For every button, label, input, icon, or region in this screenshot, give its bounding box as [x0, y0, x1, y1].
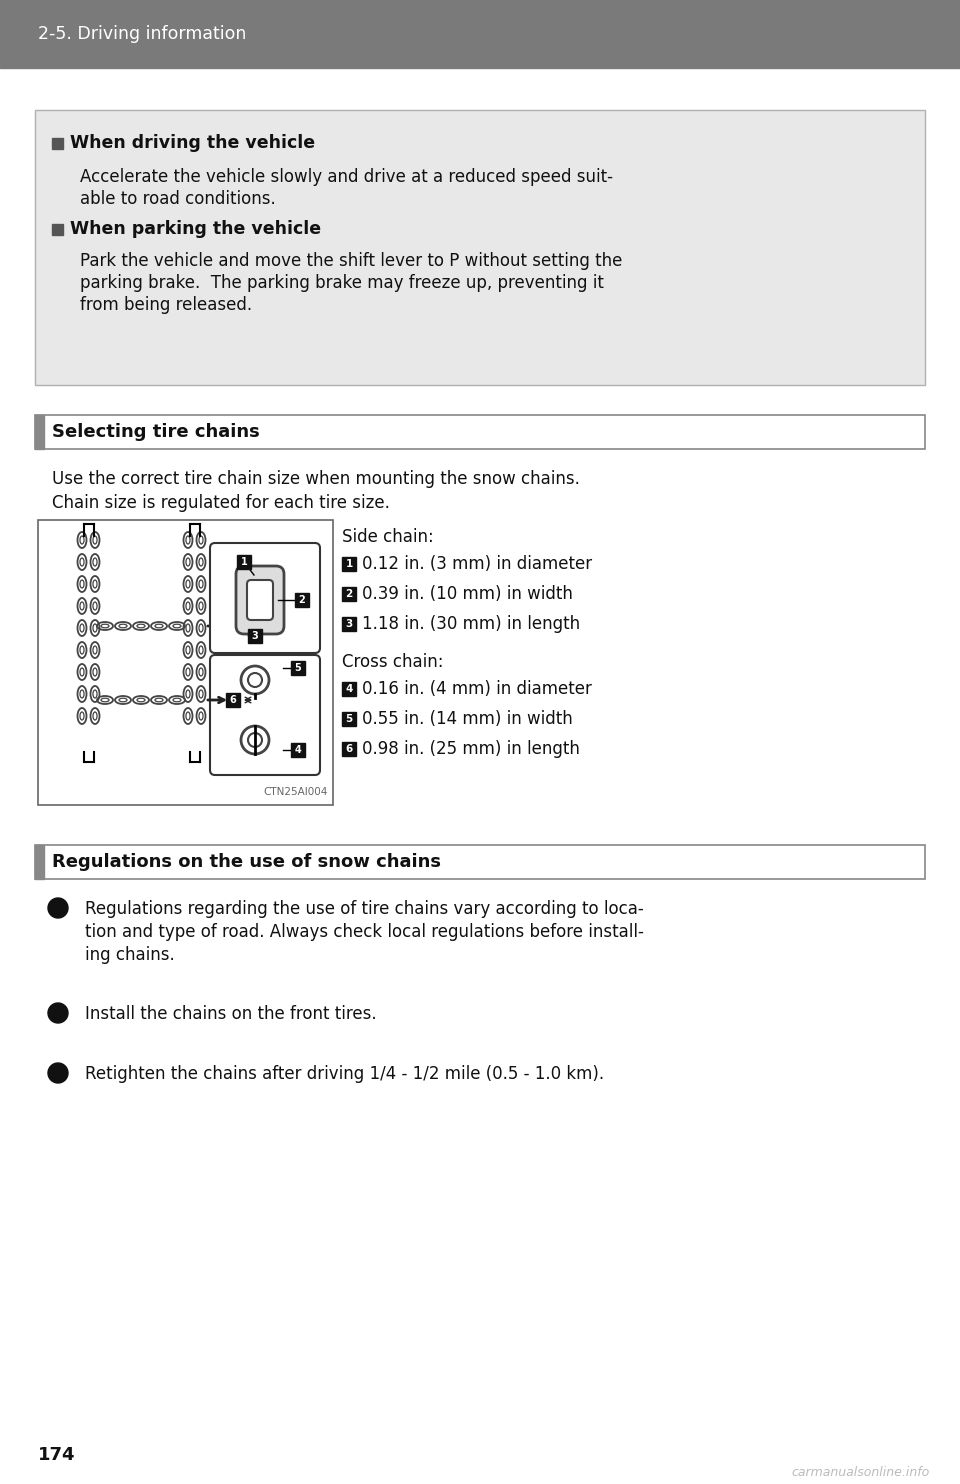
Text: Use the correct tire chain size when mounting the snow chains.: Use the correct tire chain size when mou…	[52, 470, 580, 488]
Text: 6: 6	[346, 743, 352, 754]
FancyBboxPatch shape	[236, 565, 284, 634]
Bar	[38, 519, 333, 804]
Text: 1: 1	[346, 559, 352, 568]
Text: When driving the vehicle: When driving the vehicle	[70, 135, 315, 153]
Text: 0.16 in. (4 mm) in diameter: 0.16 in. (4 mm) in diameter	[362, 680, 592, 697]
Text: Regulations on the use of snow chains: Regulations on the use of snow chains	[52, 853, 441, 871]
Bar	[342, 617, 356, 631]
Text: 0.12 in. (3 mm) in diameter: 0.12 in. (3 mm) in diameter	[362, 555, 592, 573]
Text: 2: 2	[299, 595, 305, 605]
Bar	[0, 0, 960, 68]
Text: from being released.: from being released.	[80, 295, 252, 315]
Circle shape	[48, 1003, 68, 1022]
Text: 5: 5	[346, 714, 352, 724]
Bar	[291, 660, 305, 675]
Text: Install the chains on the front tires.: Install the chains on the front tires.	[85, 1005, 376, 1022]
Text: 5: 5	[295, 663, 301, 674]
FancyBboxPatch shape	[247, 580, 273, 620]
Bar	[226, 693, 240, 706]
Bar	[52, 138, 63, 148]
Text: CTN25AI004: CTN25AI004	[264, 787, 328, 797]
Text: When parking the vehicle: When parking the vehicle	[70, 221, 322, 239]
Bar	[35, 416, 44, 450]
Text: tion and type of road. Always check local regulations before install-: tion and type of road. Always check loca…	[85, 923, 644, 941]
Text: 1.18 in. (30 mm) in length: 1.18 in. (30 mm) in length	[362, 614, 580, 634]
Text: Selecting tire chains: Selecting tire chains	[52, 423, 260, 441]
Bar	[291, 743, 305, 757]
Text: 0.55 in. (14 mm) in width: 0.55 in. (14 mm) in width	[362, 709, 573, 729]
Bar	[342, 712, 356, 726]
Text: parking brake.  The parking brake may freeze up, preventing it: parking brake. The parking brake may fre…	[80, 275, 604, 292]
Text: able to road conditions.: able to road conditions.	[80, 190, 276, 208]
Bar	[295, 594, 309, 607]
Text: carmanualsonline.info: carmanualsonline.info	[792, 1466, 930, 1478]
Circle shape	[48, 1063, 68, 1083]
Bar	[35, 110, 925, 384]
Bar	[35, 844, 925, 879]
FancyBboxPatch shape	[210, 654, 320, 775]
Text: 3: 3	[346, 619, 352, 629]
Bar	[237, 555, 251, 568]
Text: 1: 1	[241, 556, 248, 567]
Bar	[52, 224, 63, 234]
Text: Accelerate the vehicle slowly and drive at a reduced speed suit-: Accelerate the vehicle slowly and drive …	[80, 168, 613, 186]
Circle shape	[48, 898, 68, 919]
Text: 0.39 in. (10 mm) in width: 0.39 in. (10 mm) in width	[362, 585, 573, 603]
Text: Regulations regarding the use of tire chains vary according to loca-: Regulations regarding the use of tire ch…	[85, 899, 644, 919]
Text: 4: 4	[346, 684, 352, 695]
Text: 2-5. Driving information: 2-5. Driving information	[38, 25, 247, 43]
Text: 0.98 in. (25 mm) in length: 0.98 in. (25 mm) in length	[362, 741, 580, 758]
Bar	[342, 556, 356, 571]
FancyBboxPatch shape	[210, 543, 320, 653]
Bar	[342, 683, 356, 696]
Text: 174: 174	[38, 1445, 76, 1465]
Text: Retighten the chains after driving 1/4 - 1/2 mile (0.5 - 1.0 km).: Retighten the chains after driving 1/4 -…	[85, 1066, 604, 1083]
Text: Park the vehicle and move the shift lever to P without setting the: Park the vehicle and move the shift leve…	[80, 252, 622, 270]
Text: Side chain:: Side chain:	[342, 528, 434, 546]
Text: Chain size is regulated for each tire size.: Chain size is regulated for each tire si…	[52, 494, 390, 512]
Bar	[342, 742, 356, 755]
Bar	[342, 588, 356, 601]
Bar	[35, 416, 925, 450]
Bar	[248, 629, 262, 643]
Text: 2: 2	[346, 589, 352, 600]
Text: 4: 4	[295, 745, 301, 755]
Text: 3: 3	[252, 631, 258, 641]
Text: ing chains.: ing chains.	[85, 945, 175, 965]
Text: Cross chain:: Cross chain:	[342, 653, 444, 671]
Bar	[35, 844, 44, 879]
Text: 6: 6	[229, 695, 236, 705]
